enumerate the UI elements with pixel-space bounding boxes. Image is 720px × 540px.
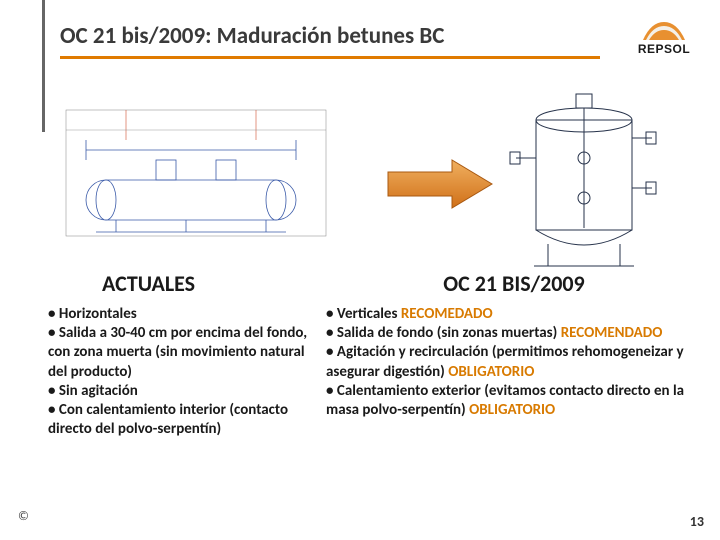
repsol-logo: REPSOL	[626, 18, 702, 56]
bullet-text: Sin agitación	[59, 382, 138, 400]
tag-recomendado: RECOMENDADO	[561, 324, 663, 342]
column-actuales: ACTUALES • Horizontales • Salida a 30-40…	[48, 270, 308, 528]
list-item: • Agitación y recirculación (permitimos …	[326, 343, 702, 381]
bullets-actuales: • Horizontales • Salida a 30-40 cm por e…	[48, 305, 308, 439]
list-item: • Horizontales	[48, 305, 308, 324]
tag-recomendado: RECOMEDADO	[401, 305, 493, 323]
bullet-text: Horizontales	[59, 305, 137, 323]
bullets-oc21bis: • Verticales RECOMEDADO • Salida de fond…	[326, 305, 702, 420]
copyright: ©	[18, 509, 29, 524]
title-bar: OC 21 bis/2009: Maduración betunes BC	[60, 22, 610, 50]
vertical-rule	[42, 0, 45, 132]
list-item: • Sin agitación	[48, 382, 308, 401]
heading-actuales: ACTUALES	[48, 270, 308, 297]
tag-obligatorio: OBLIGATORIO	[469, 401, 555, 419]
tag-obligatorio: OBLIGATORIO	[448, 363, 534, 381]
title-underline	[0, 56, 720, 59]
list-item: • Verticales RECOMEDADO	[326, 305, 702, 324]
column-oc21bis: OC 21 BIS/2009 • Verticales RECOMEDADO •…	[326, 270, 702, 528]
bullet-text: Con calentamiento interior (contacto dir…	[48, 401, 288, 438]
horizontal-tank-drawing	[56, 100, 336, 240]
sun-icon	[643, 18, 685, 40]
list-item: • Salida a 30-40 cm por encima del fondo…	[48, 324, 308, 382]
vertical-tank-drawing	[504, 88, 664, 278]
diagram-area	[56, 88, 664, 248]
arrow-icon	[386, 158, 496, 215]
bullet-text: Salida a 30-40 cm por encima del fondo, …	[48, 324, 307, 380]
heading-oc21bis: OC 21 BIS/2009	[326, 270, 702, 297]
page-title: OC 21 bis/2009: Maduración betunes BC	[60, 22, 610, 50]
list-item: • Con calentamiento interior (contacto d…	[48, 401, 308, 439]
logo-text: REPSOL	[626, 42, 702, 56]
bullet-text: Salida de fondo (sin zonas muertas)	[337, 324, 561, 342]
page-number: 13	[690, 513, 704, 530]
bullet-text: Verticales	[337, 305, 401, 323]
list-item: • Salida de fondo (sin zonas muertas) RE…	[326, 324, 702, 343]
content-columns: ACTUALES • Horizontales • Salida a 30-40…	[48, 270, 702, 528]
list-item: • Calentamiento exterior (evitamos conta…	[326, 382, 702, 420]
